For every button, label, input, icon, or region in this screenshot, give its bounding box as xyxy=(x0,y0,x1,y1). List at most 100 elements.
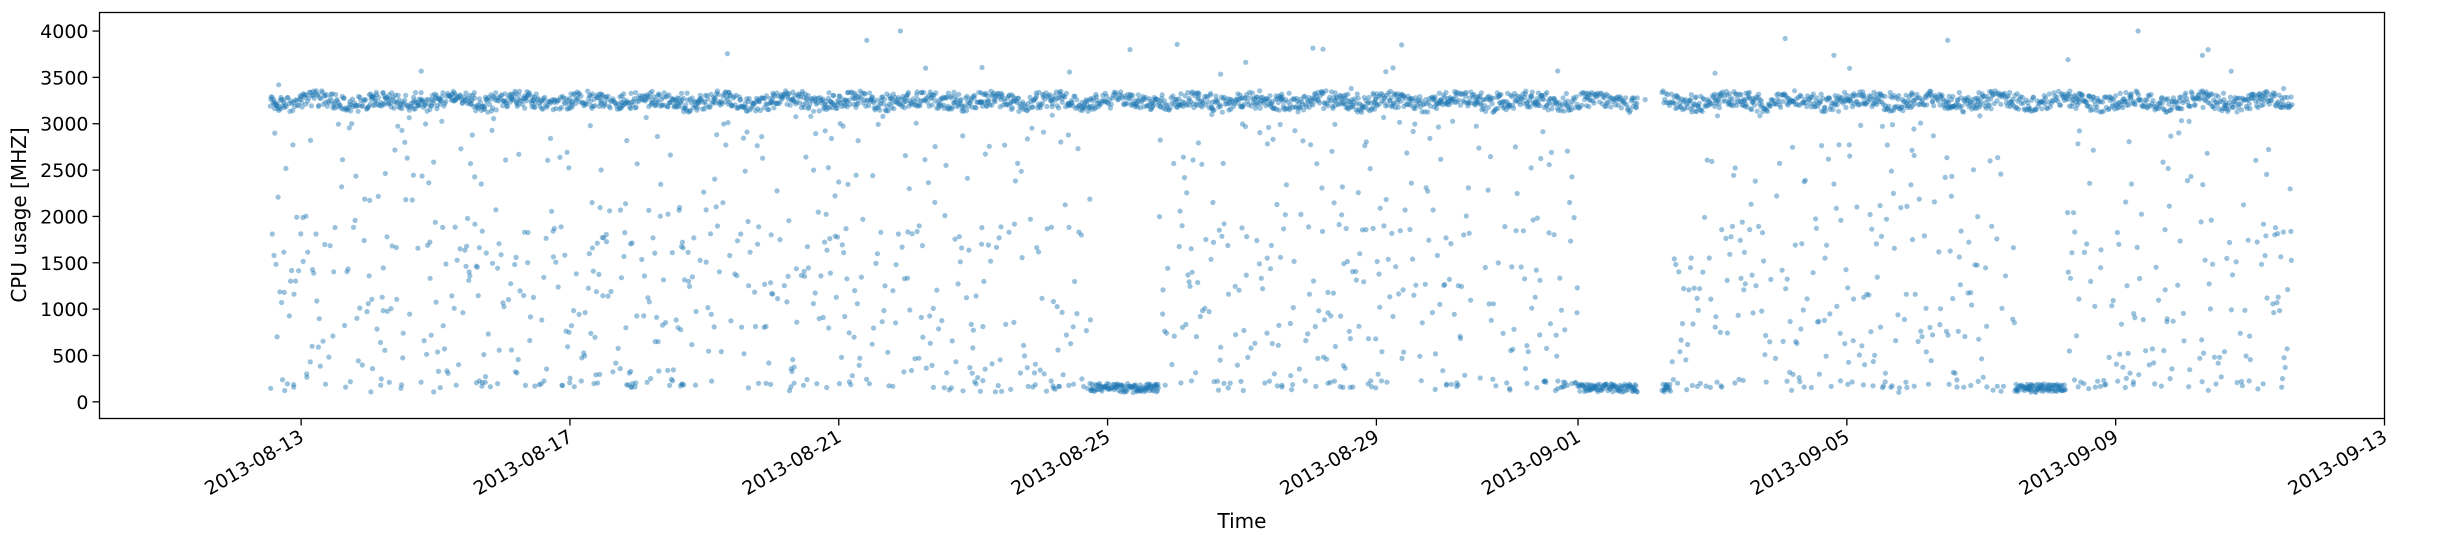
data-point xyxy=(479,380,485,386)
data-point xyxy=(1130,92,1136,98)
data-point xyxy=(853,172,859,178)
data-point xyxy=(881,308,887,314)
data-point xyxy=(774,100,780,107)
data-point xyxy=(535,96,541,102)
data-point xyxy=(292,104,298,110)
data-point xyxy=(1417,353,1423,359)
data-point xyxy=(919,243,926,249)
data-point xyxy=(543,235,549,241)
data-point xyxy=(285,95,291,101)
data-point xyxy=(643,93,650,100)
data-point xyxy=(277,104,283,110)
data-point xyxy=(349,121,355,127)
data-point xyxy=(826,325,832,331)
data-point xyxy=(1160,287,1166,293)
data-point xyxy=(801,268,807,274)
data-point xyxy=(2132,315,2138,321)
data-point xyxy=(366,92,372,98)
data-point xyxy=(1037,367,1043,373)
data-point xyxy=(493,207,499,213)
data-point xyxy=(849,89,855,95)
data-points xyxy=(267,28,2295,396)
data-point xyxy=(770,291,776,297)
data-point xyxy=(437,385,443,391)
data-point xyxy=(1694,295,1700,301)
data-point xyxy=(753,108,759,114)
data-point xyxy=(452,90,458,96)
data-point xyxy=(752,289,758,295)
data-point xyxy=(597,95,603,101)
data-point xyxy=(991,90,997,96)
data-point xyxy=(835,97,841,104)
data-point xyxy=(914,89,920,95)
data-point xyxy=(280,97,286,103)
data-point xyxy=(1008,386,1014,392)
data-point xyxy=(1055,347,1061,353)
data-point xyxy=(1522,276,1528,282)
data-point xyxy=(1689,382,1695,389)
data-point xyxy=(888,95,894,101)
data-point xyxy=(936,105,942,111)
data-point xyxy=(846,379,853,385)
data-point xyxy=(2199,52,2205,59)
data-point xyxy=(732,102,738,108)
data-point xyxy=(1847,65,1853,71)
data-point xyxy=(1248,345,1254,351)
data-point xyxy=(1790,371,1796,377)
data-point xyxy=(623,100,629,106)
data-point xyxy=(2100,99,2106,105)
data-point xyxy=(755,380,762,386)
data-point xyxy=(310,88,316,94)
x-tick-label: 2013-09-13 xyxy=(2284,426,2391,500)
data-point xyxy=(490,93,496,99)
data-point xyxy=(587,123,593,129)
data-point xyxy=(1937,322,1943,328)
data-point xyxy=(656,91,662,97)
data-point xyxy=(726,89,732,95)
data-point xyxy=(502,98,508,104)
data-point xyxy=(650,235,656,241)
data-point xyxy=(339,157,346,163)
data-point xyxy=(704,93,710,99)
data-point xyxy=(426,180,432,186)
data-point xyxy=(1546,162,1552,168)
data-point xyxy=(675,100,681,106)
y-tick-label: 3500 xyxy=(40,67,88,89)
data-point xyxy=(424,108,430,114)
data-point xyxy=(370,102,376,109)
data-point xyxy=(1693,94,1699,100)
data-point xyxy=(1560,95,1566,101)
data-point xyxy=(1385,256,1391,262)
data-point xyxy=(1994,383,2000,389)
data-point xyxy=(347,98,353,104)
data-point xyxy=(521,229,528,235)
data-point xyxy=(440,90,446,96)
data-point xyxy=(615,345,621,351)
data-point xyxy=(587,98,594,104)
data-point xyxy=(585,285,592,291)
data-point xyxy=(1035,101,1042,107)
data-point xyxy=(573,271,579,277)
data-point xyxy=(1216,227,1222,233)
data-point xyxy=(818,100,825,106)
data-point xyxy=(1319,228,1326,234)
data-point xyxy=(1877,203,1883,209)
data-point xyxy=(1879,123,1885,129)
data-point xyxy=(567,95,573,102)
data-point xyxy=(602,102,608,108)
data-point xyxy=(958,97,964,103)
data-point xyxy=(557,154,563,160)
data-point xyxy=(639,97,645,103)
data-point xyxy=(518,98,525,104)
data-point xyxy=(768,280,774,286)
data-point xyxy=(652,102,658,108)
data-point xyxy=(679,381,685,387)
data-point xyxy=(1537,277,1543,283)
data-point xyxy=(1015,95,1022,101)
data-point xyxy=(435,368,442,374)
data-point xyxy=(1669,359,1675,365)
data-point xyxy=(341,95,347,101)
data-point xyxy=(979,103,986,109)
data-point xyxy=(680,105,686,111)
data-point xyxy=(530,97,537,103)
